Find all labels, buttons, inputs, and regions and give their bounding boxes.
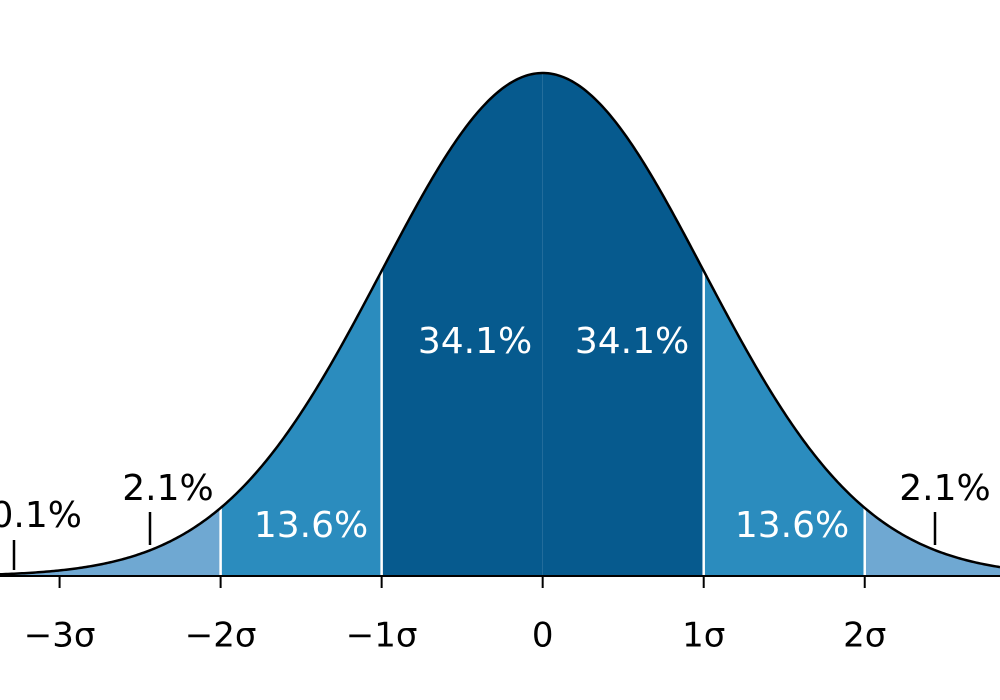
curve — [0, 71, 1000, 576]
x-tick-label: −1σ — [346, 616, 418, 656]
band-label: 13.6% — [735, 505, 849, 546]
band-label: 0.1% — [0, 495, 82, 536]
x-tick-label: −2σ — [185, 616, 257, 656]
band-label: 34.1% — [418, 321, 532, 362]
band-label: 2.1% — [122, 468, 213, 509]
band — [864, 507, 1000, 576]
band-label: 13.6% — [254, 505, 368, 546]
x-tick-label: 2σ — [843, 616, 886, 656]
x-tick-label: 1σ — [682, 616, 725, 656]
band-label: 34.1% — [575, 321, 689, 362]
band — [59, 507, 221, 576]
x-tick-label: 0 — [532, 616, 554, 656]
x-tick-label: −3σ — [24, 616, 96, 656]
band-label: 2.1% — [899, 468, 990, 509]
